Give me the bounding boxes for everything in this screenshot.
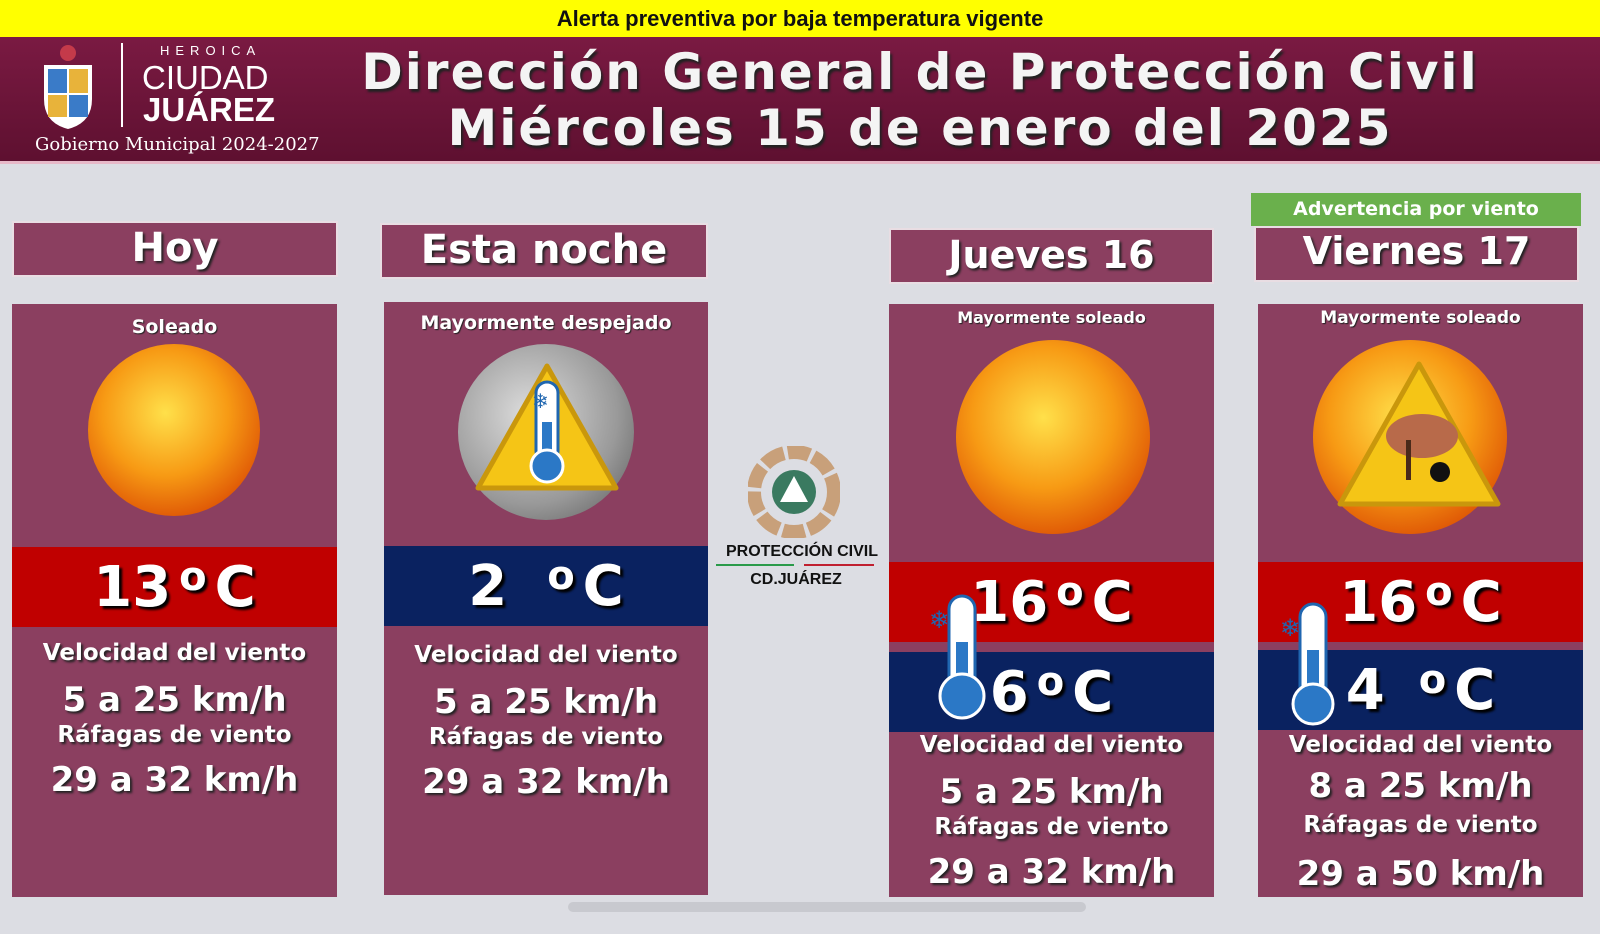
high-temp: 16 o C [889,562,1214,642]
alert-banner: Alerta preventiva por baja temperatura v… [0,0,1600,37]
wind-label: Velocidad del viento [1288,732,1553,758]
wind-warning-badge: Advertencia por viento [1251,193,1581,226]
gust-value: 29 a 32 km/h [927,852,1176,892]
gust-value: 29 a 32 km/h [50,760,299,800]
day-title-viernes: Viernes 17 [1254,226,1579,282]
gust-label: Ráfagas de viento [934,814,1169,840]
logo-heroica: HEROICA [160,43,262,58]
thermometer-cold-icon: ❄ [929,594,986,720]
day-title-jueves: Jueves 16 [889,228,1214,284]
divider [716,564,794,566]
page-date: Miércoles 15 de enero del 2025 [447,99,1393,157]
gov-term: Gobierno Municipal 2024-2027 [35,134,320,155]
gust-value: 29 a 50 km/h [1296,854,1545,894]
svg-text:❄: ❄ [1280,614,1300,642]
wind-value: 5 a 25 km/h [939,772,1164,812]
page-title: Dirección General de Protección Civil [361,43,1479,101]
wind-label: Velocidad del viento [919,732,1184,758]
cd-juarez-text: CD.JUÁREZ [750,571,842,588]
gust-value: 29 a 32 km/h [422,762,670,802]
header: HEROICA CIUDAD JUÁREZ Gobierno Municipal… [0,37,1600,164]
wind-label: Velocidad del viento [42,640,307,666]
logo-juarez: JUÁREZ [143,91,276,128]
logo-ciudad: CIUDAD [142,59,269,96]
proteccion-civil-logo [748,446,840,538]
condition: Mayormente despejado [420,312,672,334]
divider [121,43,123,127]
horizontal-scrollbar[interactable] [568,902,1086,912]
wind-warning-icon [1337,361,1501,507]
wind-label: Velocidad del viento [414,642,678,668]
svg-text:❄: ❄ [929,606,949,634]
sun-icon [956,340,1150,534]
coat-of-arms-logo [44,45,92,129]
svg-text:❄: ❄ [532,389,549,413]
gust-label: Ráfagas de viento [57,722,292,748]
wind-value: 5 a 25 km/h [62,680,287,720]
condition: Mayormente soleado [957,308,1146,327]
wind-value: 5 a 25 km/h [433,682,659,722]
wind-value: 8 a 25 km/h [1308,766,1533,806]
sun-icon [88,344,260,516]
gust-label: Ráfagas de viento [428,724,664,750]
condition: Soleado [131,316,218,338]
day-card-hoy: Soleado 13 o C Velocidad del viento 5 a 25… [12,304,337,897]
thermometer-cold-icon: ❄ [1280,602,1335,726]
proteccion-civil-text: PROTECCIÓN CIVIL [725,543,878,560]
day-title-hoy: Hoy [12,221,338,277]
cold-warning-icon: ❄ [475,363,619,491]
high-temp: 13 o C [12,547,337,627]
divider [804,564,874,566]
gust-label: Ráfagas de viento [1303,812,1538,838]
day-title-esta-noche: Esta noche [380,223,708,279]
condition: Mayormente soleado [1320,308,1521,328]
